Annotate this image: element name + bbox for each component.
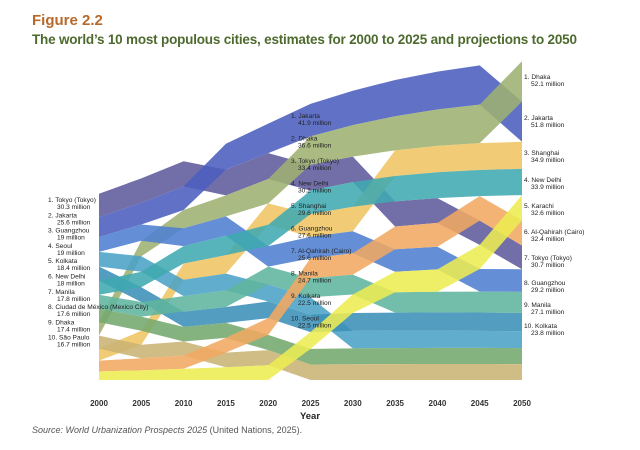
source-publisher: (United Nations, 2025). <box>207 425 303 435</box>
label-2025-city: 3. Tokyo (Tokyo) <box>291 158 339 165</box>
label-2000-value: 19 million <box>57 250 85 257</box>
chart-title: The world’s 10 most populous cities, est… <box>32 32 577 47</box>
label-2025-value: 24.7 million <box>298 278 332 285</box>
x-tick-label: 2025 <box>302 399 320 408</box>
ribbon-ciudad-de-m-xico-mexico-city- <box>99 308 522 365</box>
label-2025-city: 1. Jakarta <box>291 113 320 120</box>
label-2025-value: 29.6 million <box>298 210 332 217</box>
label-2000-city: 4. Seoul <box>48 243 73 250</box>
label-2050-value: 34.9 million <box>531 157 565 164</box>
label-2050-value: 33.9 million <box>531 184 565 191</box>
ribbon-manila <box>99 266 522 317</box>
ribbon-s-o-paulo <box>99 335 522 380</box>
label-2025-value: 22.5 million <box>298 323 332 330</box>
label-2025-value: 33.4 million <box>298 165 332 172</box>
label-2000-city: 3. Guangzhou <box>48 228 90 235</box>
label-2025-city: 9. Kolkata <box>291 293 321 300</box>
label-2000-value: 17.4 million <box>57 326 91 333</box>
label-2000-city: 5. Kolkata <box>48 258 78 265</box>
label-2050-city: 7. Tokyo (Tokyo) <box>524 255 572 262</box>
label-2050-city: 6. Al-Qahirah (Cairo) <box>524 229 584 236</box>
figure-label: Figure 2.2 <box>32 12 103 29</box>
label-2000-city: 2. Jakarta <box>48 212 77 219</box>
label-2050-city: 1. Dhaka <box>524 74 551 81</box>
label-2025-city: 6. Guangzhou <box>291 226 333 233</box>
ribbon-shanghai <box>99 141 522 361</box>
label-2000-city: 7. Manila <box>48 289 75 296</box>
label-2000-city: 8. Ciudad de México (Mexico City) <box>48 304 148 311</box>
label-2050-city: 8. Guangzhou <box>524 280 566 287</box>
label-2050-city: 10. Kolkata <box>524 323 557 330</box>
ribbon-guangzhou <box>99 216 522 292</box>
ribbon-new-delhi <box>99 168 522 295</box>
x-tick-label: 2000 <box>90 399 108 408</box>
label-2025-value: 36.6 million <box>298 143 332 150</box>
label-2025-city: 8. Manila <box>291 271 318 278</box>
label-2000-value: 30.3 million <box>57 204 91 211</box>
label-2000-city: 1. Tokyo (Tokyo) <box>48 197 96 204</box>
label-2000-value: 17.6 million <box>57 311 91 318</box>
label-2050-value: 27.1 million <box>531 309 565 316</box>
label-2000-city: 9. Dhaka <box>48 319 75 326</box>
label-2050-value: 52.1 million <box>531 81 565 88</box>
label-2000-value: 17.8 million <box>57 296 91 303</box>
label-2025-city: 10. Seoul <box>291 316 319 323</box>
ribbon-dhaka <box>99 61 522 336</box>
ribbon-seoul <box>99 251 522 349</box>
label-2025-value: 41.9 million <box>298 120 332 127</box>
label-2050-city: 9. Manila <box>524 302 551 309</box>
label-2050-city: 3. Shanghai <box>524 150 560 157</box>
label-2000-city: 10. São Paulo <box>48 335 90 342</box>
x-tick-label: 2030 <box>344 399 362 408</box>
label-2050-value: 32.6 million <box>531 210 565 217</box>
x-tick-label: 2020 <box>259 399 277 408</box>
label-2025-value: 30.2 million <box>298 188 332 195</box>
ribbon-al-qahirah-cairo- <box>99 196 522 372</box>
x-tick-label: 2010 <box>175 399 193 408</box>
label-2000-value: 18 million <box>57 281 85 288</box>
label-2025-city: 4. New Delhi <box>291 181 329 188</box>
source-title: Source: World Urbanization Prospects 202… <box>32 425 208 435</box>
label-2050-value: 51.8 million <box>531 122 565 129</box>
label-2050-city: 2. Jakarta <box>524 115 553 122</box>
label-2000-value: 19 million <box>57 235 85 242</box>
label-2050-value: 30.7 million <box>531 262 565 269</box>
source-note: Source: World Urbanization Prospects 202… <box>32 425 302 435</box>
label-2000-value: 16.7 million <box>57 342 91 349</box>
label-2000-value: 18.4 million <box>57 265 91 272</box>
x-tick-label: 2050 <box>513 399 531 408</box>
ribbon-kolkata <box>99 266 522 333</box>
label-2025-city: 2. Dhaka <box>291 136 318 143</box>
label-2000-city: 6. New Delhi <box>48 274 86 281</box>
x-tick-label: 2005 <box>132 399 150 408</box>
label-2025-value: 22.5 million <box>298 300 332 307</box>
ribbon-jakarta <box>99 65 522 238</box>
label-2025-value: 25.6 million <box>298 255 332 262</box>
label-2025-value: 27.6 million <box>298 233 332 240</box>
label-2050-city: 5. Karachi <box>524 203 554 210</box>
x-axis-title: Year <box>300 411 320 420</box>
x-tick-label: 2040 <box>429 399 447 408</box>
label-2050-value: 32.4 million <box>531 236 565 243</box>
label-2050-value: 23.8 million <box>531 330 565 337</box>
x-tick-label: 2045 <box>471 399 489 408</box>
label-2050-value: 29.2 million <box>531 287 565 294</box>
x-tick-label: 2035 <box>386 399 404 408</box>
ribbon-karachi <box>99 195 522 380</box>
label-2025-city: 7. Al-Qahirah (Cairo) <box>291 248 351 255</box>
label-2050-city: 4. New Delhi <box>524 177 562 184</box>
label-2000-value: 25.6 million <box>57 219 91 226</box>
label-2025-city: 5. Shanghai <box>291 203 327 210</box>
x-tick-label: 2015 <box>217 399 235 408</box>
